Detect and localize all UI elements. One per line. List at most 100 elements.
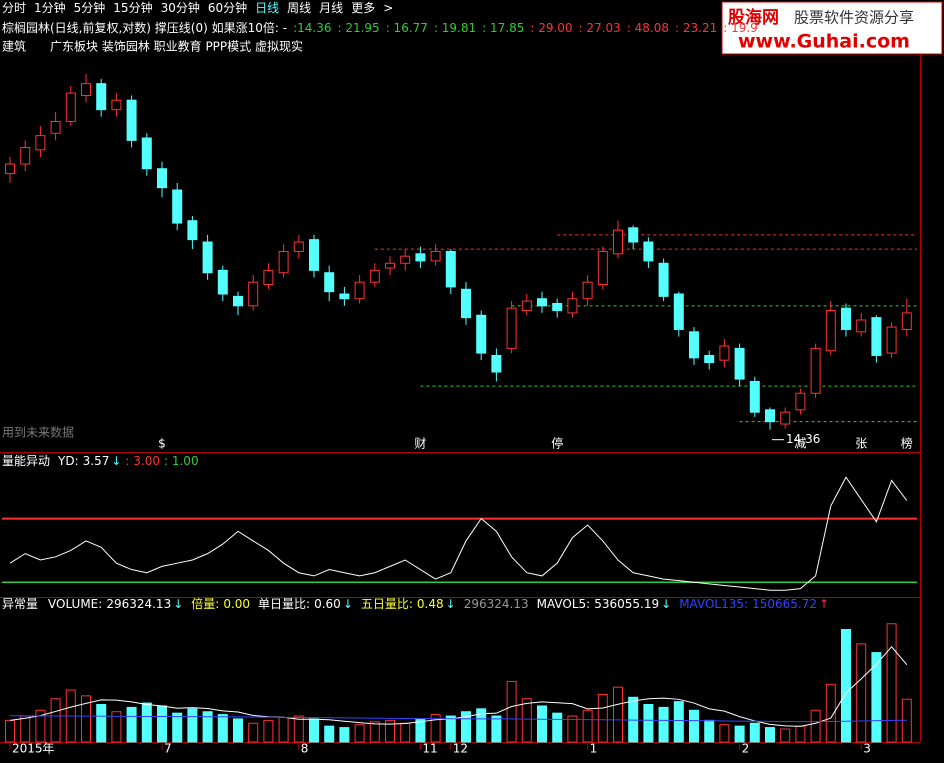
toolbar-tab[interactable]: 更多 <box>351 1 375 15</box>
target-value: : 21.95 <box>337 21 379 35</box>
candle-body <box>552 302 563 312</box>
signal: 财 <box>414 437 426 451</box>
candle-body <box>780 411 791 425</box>
volume-bar <box>141 702 152 743</box>
legend-value: 296324.13 <box>106 597 171 611</box>
volume-bar <box>765 727 775 743</box>
volume-bar <box>841 629 851 743</box>
candle-body <box>719 345 730 361</box>
candle-body <box>841 307 851 330</box>
indicator-line <box>9 476 908 591</box>
logo-tagline: 股票软件资源分享 <box>794 9 914 27</box>
candle-body <box>65 92 76 122</box>
volume-bar <box>521 698 532 743</box>
toolbar-tab[interactable]: 月线 <box>319 1 343 15</box>
toolbar-tab[interactable]: 30分钟 <box>161 0 200 15</box>
candle-body <box>476 314 487 354</box>
volume-bar <box>673 701 684 743</box>
volume-bar <box>567 715 578 743</box>
candle-body <box>415 253 426 262</box>
candle-body <box>734 347 745 380</box>
panel-legend: 异常量 VOLUME: 296324.13 ↓ 倍量: 0.00 单日量比: 0.60 ↓ 五日量… <box>2 596 829 611</box>
volume-bar <box>658 706 669 743</box>
volume-bar <box>339 727 350 743</box>
toolbar-tab[interactable]: 60分钟 <box>208 0 247 15</box>
info-label: 倍量: <box>191 596 219 611</box>
toolbar-tab[interactable]: 分时 <box>2 1 26 15</box>
candle-body <box>35 135 46 151</box>
logo-name: 股海网 <box>728 7 779 28</box>
panel-title: 异常量 <box>2 597 38 611</box>
volume-bar <box>309 718 319 743</box>
signal: 停 <box>551 436 563 451</box>
candle-body <box>643 241 654 262</box>
volume-bar <box>202 711 213 743</box>
volume-bar <box>461 711 471 743</box>
volume-bar <box>187 708 198 743</box>
candle-body <box>111 99 122 111</box>
volume-bar <box>263 719 274 743</box>
candle-body <box>886 326 897 354</box>
candle-body <box>202 241 213 274</box>
candle-body <box>217 269 228 295</box>
candle-body <box>506 307 517 349</box>
candle-body <box>233 295 243 307</box>
volume-bar <box>476 708 487 743</box>
x-tick-label: 2 <box>742 742 750 756</box>
volume-bar <box>643 704 654 743</box>
candle-body <box>50 120 61 134</box>
future-data-note: 用到未来数据 <box>2 425 74 440</box>
candle-body <box>521 300 532 312</box>
volume-bar <box>506 680 517 743</box>
volume-bar <box>795 725 806 743</box>
candle-body <box>613 229 623 255</box>
candle-body <box>172 189 183 224</box>
legend-value: 150665.72 <box>752 597 817 611</box>
candle-body <box>795 392 806 411</box>
target-value: :14.36 <box>293 21 331 35</box>
toolbar-tab[interactable]: 5分钟 <box>74 0 106 15</box>
volume-bar <box>278 716 289 743</box>
info-label: 单日量比: <box>258 597 310 611</box>
x-tick-label: 1 <box>590 742 598 756</box>
candle-body <box>856 319 867 333</box>
volume-bar <box>734 725 745 743</box>
candle-body <box>810 347 821 394</box>
target-value: : 17.85 <box>482 21 524 35</box>
candle-body <box>445 250 456 288</box>
volume-bar <box>20 715 31 743</box>
candle-body <box>293 241 304 252</box>
legend-trend: ↓ <box>111 454 121 468</box>
volume-bar <box>111 711 122 743</box>
legend-value: 536055.19 <box>594 597 659 611</box>
toolbar-tab[interactable]: > <box>383 1 393 15</box>
volume-bar <box>689 709 699 743</box>
volume-bar <box>324 725 335 743</box>
candle-body <box>369 269 380 283</box>
volume-bar <box>719 724 730 743</box>
toolbar-tab[interactable]: 周线 <box>287 1 311 15</box>
candle-body <box>491 354 502 373</box>
volume-bar <box>780 728 791 743</box>
target-value: : 19.9 <box>723 21 758 35</box>
signal: 张 <box>855 437 867 451</box>
toolbar: 分时 1分钟 5分钟 15分钟 30分钟 60分钟 日线 周线 月线 更多 > <box>2 0 393 15</box>
toolbar-tab[interactable]: 1分钟 <box>34 0 66 15</box>
legend-value: 296324.13 <box>464 597 529 611</box>
x-tick-label: 11 <box>422 742 437 756</box>
legend-trend: ↓ <box>173 597 183 611</box>
volume-bar <box>385 719 395 743</box>
volume-bar <box>354 724 365 743</box>
candle-body <box>673 293 684 330</box>
toolbar-tab[interactable]: 15分钟 <box>113 0 152 15</box>
toolbar-tab[interactable]: 日线 <box>255 1 279 15</box>
candle-body <box>248 281 259 307</box>
info-value: 0.00 <box>223 597 250 611</box>
x-tick-label: 8 <box>301 742 309 756</box>
candle-body <box>385 262 395 269</box>
candle-body <box>309 239 319 271</box>
candle-body <box>430 250 441 262</box>
candle-body <box>658 262 669 297</box>
candle-body <box>324 272 335 293</box>
